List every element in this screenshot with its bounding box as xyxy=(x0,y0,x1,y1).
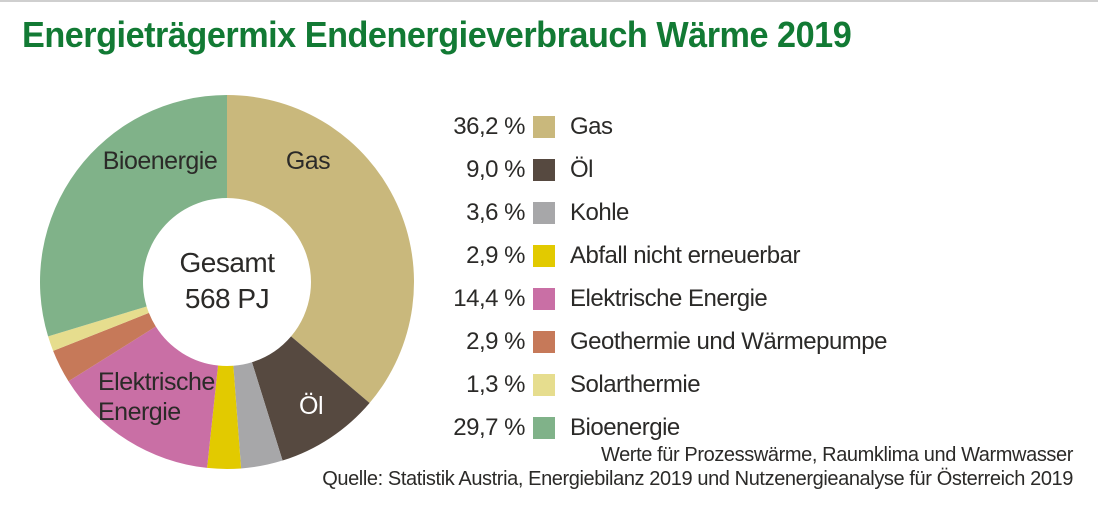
slice-label-elektrische-line2: Energie xyxy=(98,398,181,426)
top-border-line xyxy=(0,0,1098,2)
legend-item-ol: 9,0 % Öl xyxy=(430,148,887,191)
legend-color-swatch xyxy=(533,330,555,353)
center-label-value: 568 PJ xyxy=(184,283,270,314)
legend-label: Geothermie und Wärmepumpe xyxy=(570,327,887,355)
slice-label-elektrische: Elektrische Energie xyxy=(98,367,215,427)
legend-value: 29,7 % xyxy=(453,413,525,441)
footnote-line2: Quelle: Statistik Austria, Energiebilanz… xyxy=(322,468,1073,490)
pie-slice-gas xyxy=(227,95,415,403)
pie-slice-kohle xyxy=(233,362,283,469)
legend-item-geothermie-und-warmepumpe: 2,9 % Geothermie und Wärmepumpe xyxy=(430,320,887,363)
footnote-line1: Werte für Prozesswärme, Raumklima und Wa… xyxy=(600,444,1073,466)
legend-label: Öl xyxy=(570,155,594,183)
legend-color-swatch xyxy=(533,115,555,138)
legend-value: 9,0 % xyxy=(466,155,525,183)
legend-item-kohle: 3,6 % Kohle xyxy=(430,191,887,234)
legend-label: Kohle xyxy=(570,198,629,226)
legend-item-bioenergie: 29,7 % Bioenergie xyxy=(430,406,887,449)
legend-label: Abfall nicht erneuerbar xyxy=(570,241,800,269)
legend-item-abfall-nicht-erneuerbar: 2,9 % Abfall nicht erneuerbar xyxy=(430,234,887,277)
legend-value: 14,4 % xyxy=(453,284,525,312)
slice-label-oel: Öl xyxy=(299,392,324,420)
legend-item-gas: 36,2 % Gas xyxy=(430,105,887,148)
legend-color-swatch xyxy=(533,373,555,396)
pie-slice-ol xyxy=(251,336,370,461)
pie-slice-elektrische-energie xyxy=(68,326,219,468)
legend-value: 3,6 % xyxy=(466,198,525,226)
pie-slice-abfall-nicht-erneuerbar xyxy=(207,365,242,469)
legend-label: Gas xyxy=(570,112,613,140)
legend-color-swatch xyxy=(533,201,555,224)
legend-item-solarthermie: 1,3 % Solarthermie xyxy=(430,363,887,406)
slice-label-gas: Gas xyxy=(285,147,331,175)
legend-value: 36,2 % xyxy=(453,112,525,140)
legend-item-elektrische-energie: 14,4 % Elektrische Energie xyxy=(430,277,887,320)
donut-center-label: Gesamt 568 PJ xyxy=(179,245,275,317)
legend-label: Bioenergie xyxy=(570,413,680,441)
footnote: Werte für Prozesswärme, Raumklima und Wa… xyxy=(322,443,1073,491)
legend-color-swatch xyxy=(533,416,555,439)
legend-label: Solarthermie xyxy=(570,370,701,398)
legend: 36,2 % Gas 9,0 % Öl 3,6 % Kohle 2,9 % Abfall ni… xyxy=(430,105,887,449)
pie-slice-bioenergie xyxy=(39,95,227,337)
pie-slice-solarthermie xyxy=(48,306,149,351)
legend-label: Elektrische Energie xyxy=(570,284,768,312)
legend-value: 1,3 % xyxy=(466,370,525,398)
pie-slice-geothermie-und-warmepumpe xyxy=(53,312,156,382)
legend-color-swatch xyxy=(533,244,555,267)
legend-color-swatch xyxy=(533,287,555,310)
legend-color-swatch xyxy=(533,158,555,181)
center-label-total: Gesamt xyxy=(179,247,275,278)
legend-value: 2,9 % xyxy=(466,241,525,269)
donut-chart xyxy=(39,95,415,469)
chart-title: Energieträgermix Endenergieverbrauch Wär… xyxy=(22,14,852,55)
slice-label-bioenergie: Bioenergie xyxy=(102,147,218,175)
legend-value: 2,9 % xyxy=(466,327,525,355)
slice-label-elektrische-line1: Elektrische xyxy=(98,368,215,396)
